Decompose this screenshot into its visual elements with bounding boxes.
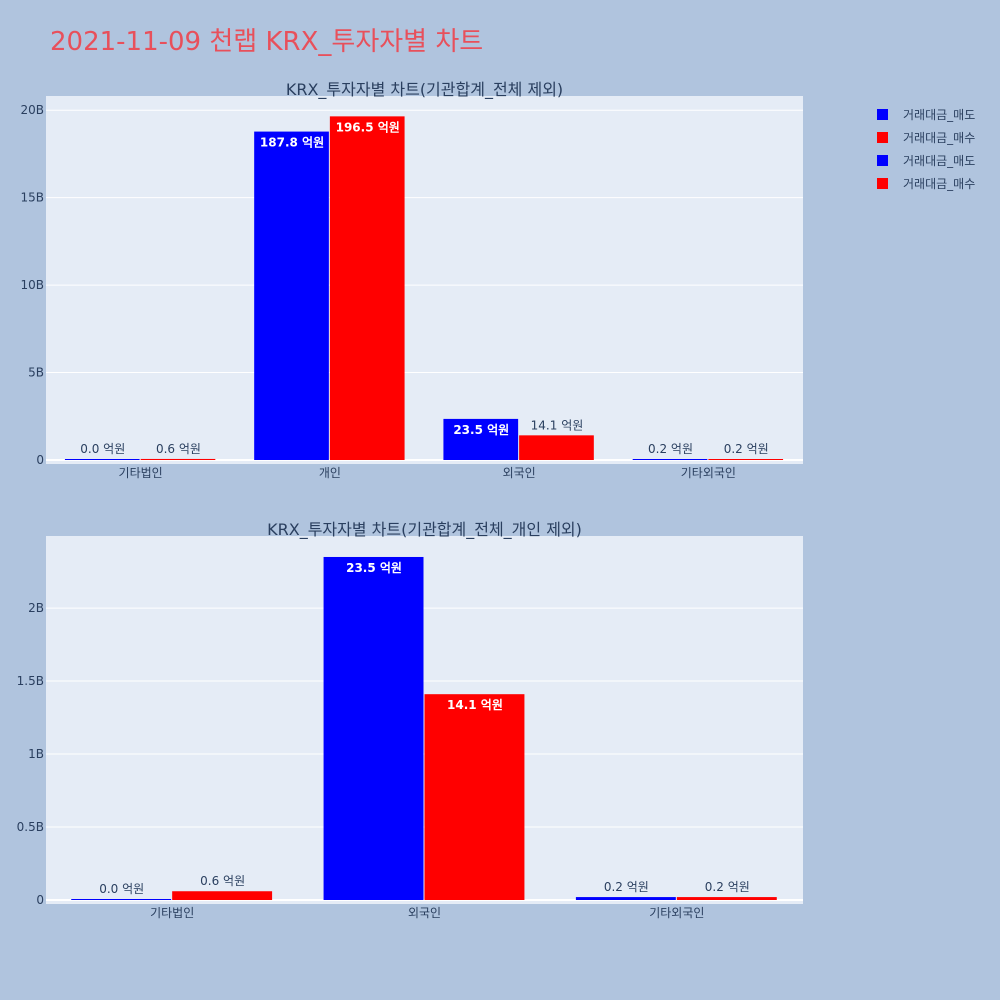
bar-sell[interactable] [323,556,424,900]
legend-item-label[interactable]: 거래대금_매도 [903,108,975,122]
legend-swatch[interactable] [877,178,888,189]
bar-value-label: 0.2 억원 [724,442,769,456]
legend-item-label[interactable]: 거래대금_매수 [903,177,975,191]
legend-item-label[interactable]: 거래대금_매도 [903,154,975,168]
y-tick-label: 1.5B [17,674,44,688]
bar-value-label: 0.2 억원 [705,880,750,894]
y-tick-label: 5B [28,366,44,380]
bar-value-label: 0.0 억원 [99,882,144,896]
bar-value-label: 23.5 억원 [346,561,402,575]
bar-buy[interactable] [329,116,405,461]
y-tick-label: 2B [28,601,44,615]
bar-sell[interactable] [632,459,708,460]
legend-swatch[interactable] [877,109,888,120]
y-tick-label: 1B [28,747,44,761]
subplot-title: KRX_투자자별 차트(기관합계_전체_개인 제외) [267,520,582,540]
x-tick-label: 기타법인 [150,906,194,920]
bar-value-label: 0.0 억원 [80,442,125,456]
y-tick-label: 0.5B [17,820,44,834]
x-tick-label: 기타외국인 [681,466,736,480]
y-tick-label: 10B [20,278,44,292]
bar-sell[interactable] [64,459,140,460]
bar-value-label: 14.1 억원 [447,698,503,712]
bar-buy[interactable] [676,897,777,900]
x-tick-label: 기타외국인 [649,906,704,920]
bar-sell[interactable] [443,418,519,460]
bar-value-label: 23.5 억원 [453,423,509,437]
bar-buy[interactable] [708,459,784,460]
page-title: 2021-11-09 천랩 KRX_투자자별 차트 [50,27,483,57]
plot-area [46,96,803,464]
bar-buy[interactable] [172,891,273,900]
chart-panel-1: 0 5B 10B 15B 20B KRX_투자자별 차트(기관합계_전체 제외) 기타법인 0… [20,80,803,480]
x-tick-label: 외국인 [408,906,441,920]
x-tick-label: 외국인 [503,466,536,480]
bar-value-label: 0.6 억원 [200,874,245,888]
chart-panel-2: 0 0.5B 1B 1.5B 2B KRX_투자자별 차트(기관합계_전체_개인 제외) 기… [17,520,803,920]
y-tick-label: 20B [20,103,44,117]
y-tick-label: 15B [20,191,44,205]
bar-sell[interactable] [71,899,172,900]
subplot-title: KRX_투자자별 차트(기관합계_전체 제외) [286,80,563,100]
bar-sell[interactable] [254,131,329,460]
bar-value-label: 196.5 억원 [336,120,400,134]
bar-value-label: 14.1 억원 [531,418,584,432]
bar-value-label: 0.2 억원 [604,880,649,894]
x-tick-label: 기타법인 [119,466,163,480]
bar-buy[interactable] [519,435,594,460]
bar-sell[interactable] [575,897,676,900]
bar-value-label: 0.2 억원 [648,442,693,456]
bar-value-label: 187.8 억원 [260,136,324,150]
legend-item-label[interactable]: 거래대금_매수 [903,131,975,145]
bar-buy[interactable] [424,694,525,900]
bar-value-label: 0.6 억원 [156,442,201,456]
legend-swatch[interactable] [877,132,888,143]
legend-swatch[interactable] [877,155,888,166]
y-tick-label: 0 [36,453,44,467]
bar-buy[interactable] [140,458,216,460]
y-tick-label: 0 [36,893,44,907]
x-tick-label: 개인 [319,466,341,480]
